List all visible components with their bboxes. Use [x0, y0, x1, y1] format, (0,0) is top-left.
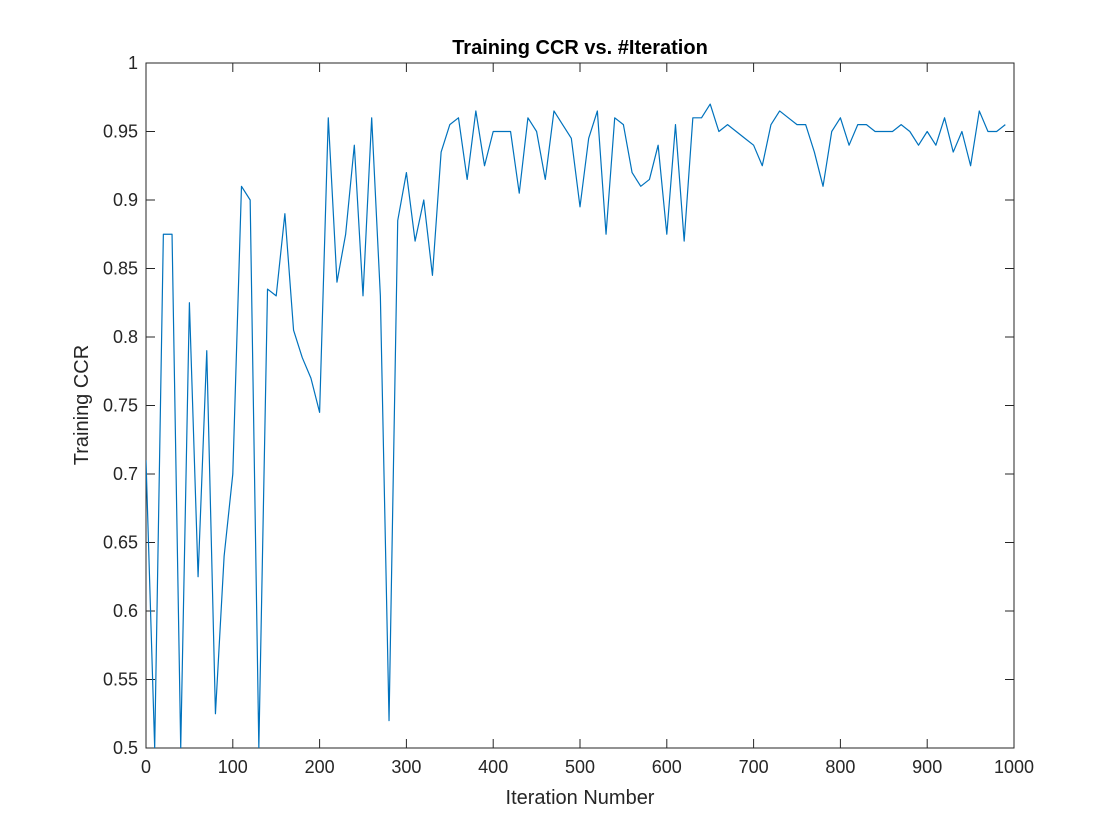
y-tick-label: 0.85 — [103, 259, 138, 279]
x-tick-label: 800 — [825, 757, 855, 777]
y-tick-label: 0.7 — [113, 464, 138, 484]
x-tick-label: 100 — [218, 757, 248, 777]
x-tick-label: 1000 — [994, 757, 1034, 777]
x-tick-label: 500 — [565, 757, 595, 777]
chart-title: Training CCR vs. #Iteration — [452, 37, 708, 59]
x-tick-label: 400 — [478, 757, 508, 777]
x-tick-label: 700 — [739, 757, 769, 777]
axes-box — [145, 62, 1015, 749]
y-tick-label: 1 — [128, 53, 138, 73]
x-tick-label: 300 — [391, 757, 421, 777]
x-tick-label: 200 — [305, 757, 335, 777]
y-tick-label: 0.9 — [113, 190, 138, 210]
x-axis-title: Iteration Number — [506, 787, 655, 809]
plot-area: 0 100 200 300 400 500 600 700 800 900 1000 0.5 0.55 0… — [103, 53, 1034, 777]
series-line — [146, 103, 1006, 748]
y-axis-title: Training CCR — [71, 345, 93, 465]
y-tick-label: 0.75 — [103, 396, 138, 416]
y-tick-label: 0.6 — [113, 601, 138, 621]
y-tick-label: 0.5 — [113, 738, 138, 758]
x-tick-label: 900 — [912, 757, 942, 777]
x-tick-label: 600 — [652, 757, 682, 777]
x-tick-label: 0 — [141, 757, 151, 777]
y-tick-label: 0.55 — [103, 670, 138, 690]
y-tick-label: 0.8 — [113, 327, 138, 347]
y-tick-label: 0.65 — [103, 533, 138, 553]
y-tick-label: 0.95 — [103, 122, 138, 142]
